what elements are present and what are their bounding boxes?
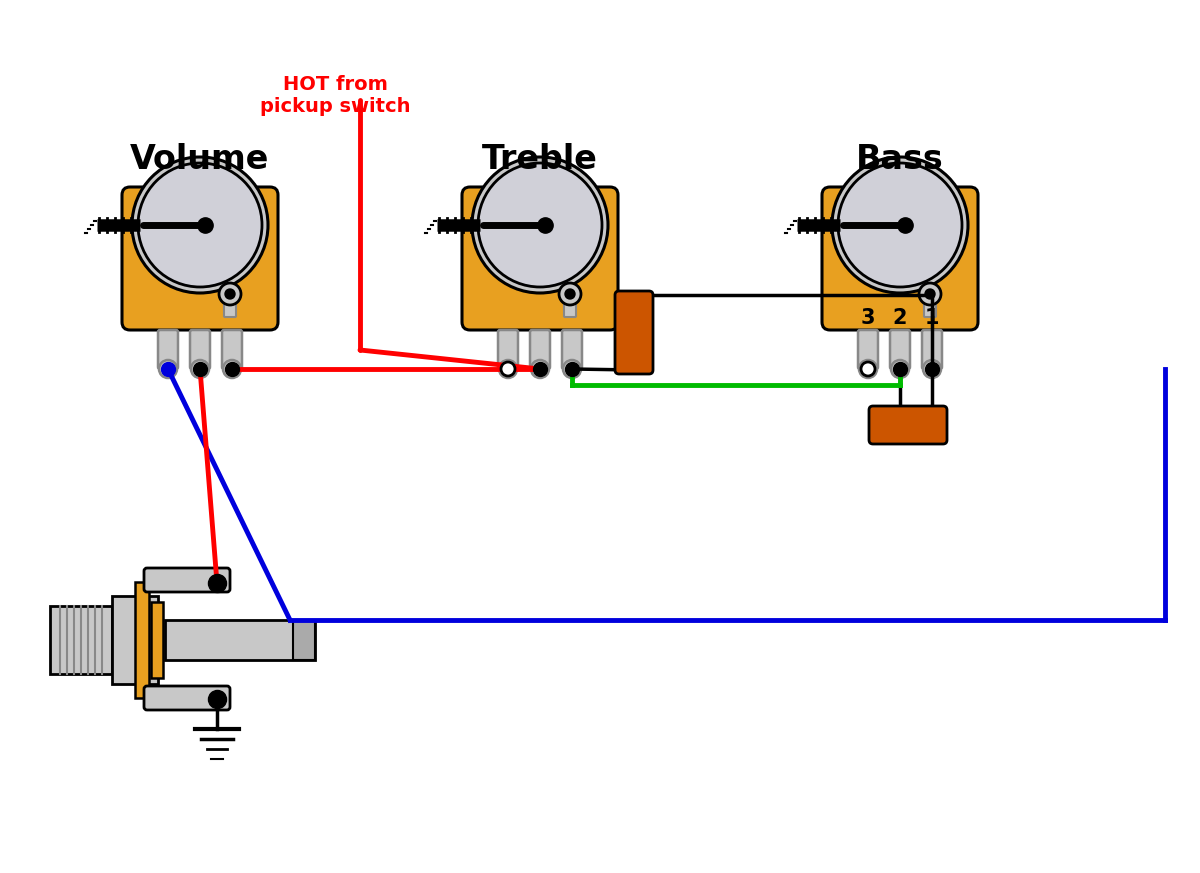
Circle shape bbox=[838, 163, 962, 287]
FancyBboxPatch shape bbox=[858, 330, 878, 369]
FancyBboxPatch shape bbox=[924, 297, 936, 317]
Circle shape bbox=[472, 157, 608, 293]
Circle shape bbox=[478, 163, 602, 287]
Circle shape bbox=[132, 157, 268, 293]
Circle shape bbox=[559, 283, 581, 305]
FancyBboxPatch shape bbox=[869, 406, 947, 444]
FancyBboxPatch shape bbox=[190, 330, 210, 369]
Circle shape bbox=[138, 163, 262, 287]
FancyBboxPatch shape bbox=[498, 330, 518, 369]
FancyBboxPatch shape bbox=[562, 330, 582, 369]
Circle shape bbox=[923, 360, 941, 378]
Circle shape bbox=[862, 362, 875, 376]
Bar bbox=[166, 620, 314, 660]
Circle shape bbox=[191, 360, 209, 378]
Bar bbox=[151, 602, 163, 678]
Circle shape bbox=[530, 360, 550, 378]
FancyBboxPatch shape bbox=[462, 187, 618, 330]
Circle shape bbox=[499, 360, 517, 378]
Circle shape bbox=[832, 157, 968, 293]
FancyBboxPatch shape bbox=[616, 291, 653, 374]
Circle shape bbox=[890, 360, 910, 378]
Text: HOT from
pickup switch: HOT from pickup switch bbox=[259, 75, 410, 116]
Text: Treble: Treble bbox=[482, 143, 598, 176]
FancyBboxPatch shape bbox=[144, 568, 230, 592]
Circle shape bbox=[919, 283, 941, 305]
Bar bbox=[50, 606, 112, 674]
Text: Volume: Volume bbox=[131, 143, 270, 176]
FancyBboxPatch shape bbox=[144, 686, 230, 710]
Circle shape bbox=[859, 360, 877, 378]
Circle shape bbox=[223, 360, 241, 378]
FancyBboxPatch shape bbox=[222, 330, 242, 369]
FancyBboxPatch shape bbox=[122, 187, 278, 330]
FancyBboxPatch shape bbox=[922, 330, 942, 369]
Circle shape bbox=[563, 360, 581, 378]
Circle shape bbox=[158, 360, 178, 378]
Circle shape bbox=[226, 289, 235, 299]
FancyBboxPatch shape bbox=[564, 297, 576, 317]
FancyBboxPatch shape bbox=[530, 330, 550, 369]
Circle shape bbox=[220, 283, 241, 305]
Text: 1: 1 bbox=[925, 308, 940, 328]
FancyBboxPatch shape bbox=[224, 297, 236, 317]
FancyBboxPatch shape bbox=[158, 330, 178, 369]
Circle shape bbox=[565, 289, 575, 299]
Text: 2: 2 bbox=[893, 308, 907, 328]
Bar bbox=[293, 620, 314, 660]
Circle shape bbox=[925, 289, 935, 299]
FancyBboxPatch shape bbox=[822, 187, 978, 330]
Bar bbox=[134, 582, 149, 698]
Text: 3: 3 bbox=[860, 308, 875, 328]
Circle shape bbox=[502, 362, 515, 376]
Text: Bass: Bass bbox=[856, 143, 944, 176]
Bar bbox=[112, 596, 158, 684]
FancyBboxPatch shape bbox=[890, 330, 910, 369]
